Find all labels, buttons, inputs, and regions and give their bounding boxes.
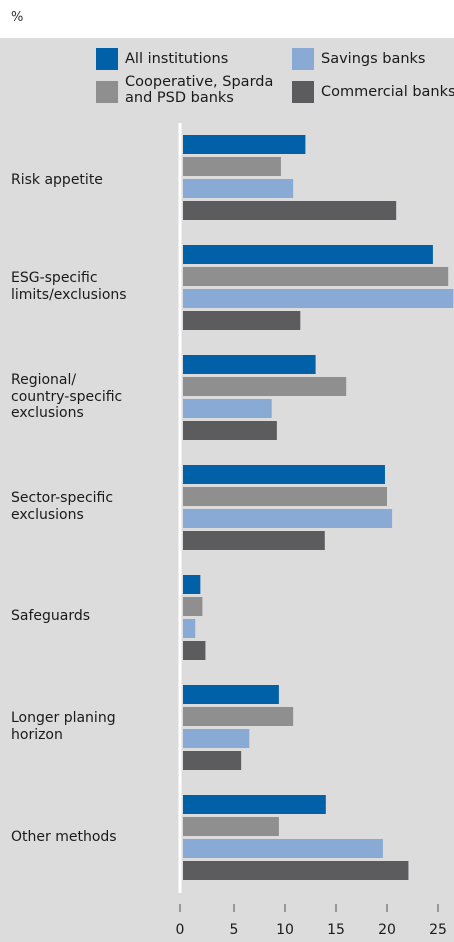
- bar: [183, 509, 393, 528]
- unit-label: %: [11, 10, 24, 25]
- bar: [183, 179, 294, 198]
- bar: [183, 377, 347, 396]
- bar: [183, 685, 279, 704]
- legend: All institutions Savings banks Cooperati…: [0, 0, 454, 120]
- x-tick-label: 10: [276, 922, 294, 938]
- bar: [183, 201, 397, 220]
- bar: [183, 465, 385, 484]
- bar: [183, 355, 316, 374]
- legend-label: Cooperative, Sparda and PSD banks: [125, 74, 274, 106]
- x-tick-label: 5: [230, 922, 239, 938]
- legend-swatch: [292, 48, 314, 70]
- legend-swatch: [292, 81, 314, 103]
- legend-label: All institutions: [125, 51, 229, 67]
- x-tick-label: 25: [429, 922, 447, 938]
- legend-label: Savings banks: [321, 51, 426, 67]
- category-label: Regional/ country-specific exclusions: [11, 372, 123, 421]
- legend-swatch: [96, 81, 118, 103]
- bar: [183, 861, 409, 880]
- category-label: ESG-specific limits/exclusions: [11, 270, 127, 303]
- category-label: Risk appetite: [11, 172, 103, 188]
- bar: [183, 575, 201, 594]
- bar: [183, 597, 203, 616]
- bar: [183, 729, 250, 748]
- bar: [183, 135, 306, 154]
- category-label: Sector-specific exclusions: [11, 490, 114, 523]
- bar: [183, 245, 433, 264]
- category-label: Safeguards: [11, 608, 91, 624]
- unit-header: %: [0, 0, 454, 38]
- bar: [183, 707, 294, 726]
- bar: [183, 487, 387, 506]
- bar: [183, 795, 326, 814]
- bar: [183, 399, 272, 418]
- bar: [183, 751, 242, 770]
- x-tick-label: 0: [176, 922, 185, 938]
- bar: [183, 839, 383, 858]
- bar: [183, 619, 196, 638]
- bar: [183, 817, 279, 836]
- category-label: Other methods: [11, 829, 117, 845]
- bar: [183, 157, 281, 176]
- bar: [183, 421, 277, 440]
- bar: [183, 311, 301, 330]
- bar: [183, 531, 325, 550]
- category-label: Longer planing horizon: [11, 710, 116, 743]
- bar: [183, 641, 206, 660]
- legend-label: Commercial banks: [321, 84, 454, 100]
- x-tick-label: 20: [378, 922, 396, 938]
- legend-swatch: [96, 48, 118, 70]
- bar: [183, 289, 454, 308]
- bar: [183, 267, 449, 286]
- x-tick-label: 15: [327, 922, 345, 938]
